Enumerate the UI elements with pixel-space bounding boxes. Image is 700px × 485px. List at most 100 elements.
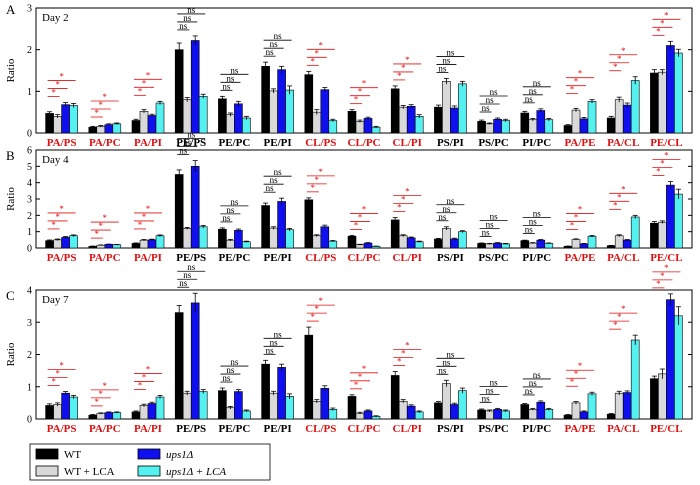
significance-mark: ns (270, 337, 279, 347)
significance-mark: ns (525, 386, 534, 396)
significance-mark: * (311, 312, 316, 322)
bar (218, 390, 227, 420)
category-label: PA/PI (134, 423, 162, 435)
bar (528, 242, 538, 249)
bar (174, 174, 184, 249)
significance-mark: * (613, 320, 618, 330)
significance-mark: * (397, 203, 402, 213)
category-label: PE/PC (219, 252, 251, 264)
bar (190, 302, 200, 420)
category-label: PA/PC (89, 137, 121, 149)
significance-mark: * (617, 54, 622, 64)
category-label: CL/PS (305, 423, 336, 435)
legend-swatch (35, 448, 59, 460)
significance-mark: * (401, 63, 406, 73)
y-tick-label: 3 (27, 195, 32, 206)
legend-label: WT (64, 449, 81, 461)
bar (528, 409, 538, 420)
category-label: CL/PC (348, 252, 381, 264)
bar (650, 378, 659, 420)
significance-mark: ns (529, 378, 538, 388)
y-tick-label: 5 (27, 162, 32, 173)
category-label: PE/PC (219, 423, 251, 435)
significance-mark: ns (490, 87, 499, 97)
category-label: PE/CL (650, 423, 682, 435)
category-label: PA/PC (89, 252, 121, 264)
category-label: PA/PI (134, 252, 162, 264)
significance-mark: ns (274, 329, 283, 339)
bar (485, 123, 494, 134)
significance-mark: ns (533, 370, 542, 380)
significance-mark: ns (446, 196, 455, 206)
bar (320, 226, 330, 249)
bar (650, 222, 659, 249)
category-group: *** CL/PS (304, 296, 338, 435)
category-group: *** CL/PS (304, 40, 338, 149)
y-tick-label: 1 (27, 382, 32, 393)
significance-mark: ns (482, 103, 491, 113)
bar (234, 391, 243, 420)
significance-mark: * (570, 220, 575, 230)
significance-mark: * (621, 184, 626, 194)
bar (674, 315, 683, 420)
significance-mark: * (146, 204, 151, 214)
bar (666, 184, 675, 249)
bar (147, 403, 157, 420)
bar (277, 201, 286, 249)
y-tick-label: 4 (27, 286, 32, 297)
bar (536, 239, 546, 249)
significance-mark: ns (486, 95, 495, 105)
legend-label: ups1Δ (166, 449, 193, 461)
bar (96, 413, 106, 420)
bar (131, 243, 141, 249)
plot-frame (35, 149, 693, 249)
significance-mark: * (138, 380, 143, 390)
significance-mark: * (656, 26, 661, 36)
significance-mark: ns (486, 385, 495, 395)
category-label: CL/PI (393, 252, 422, 264)
category-label: PE/PS (176, 423, 206, 435)
bar (69, 105, 78, 134)
category-group: *** PE/CL (650, 10, 683, 149)
bar (434, 106, 443, 134)
significance-mark: * (59, 72, 64, 82)
category-group: *** PA/CL (606, 46, 640, 149)
category-label: PA/PS (47, 137, 77, 149)
bar (190, 166, 200, 249)
significance-mark: * (574, 212, 579, 222)
category-group: *** PA/PI (131, 204, 165, 264)
significance-mark: * (55, 80, 60, 90)
bar (96, 126, 106, 134)
bar (198, 226, 208, 249)
bar (347, 235, 357, 249)
significance-mark: * (146, 364, 151, 374)
significance-mark: * (146, 70, 151, 80)
panel-title: Day 7 (42, 294, 69, 306)
bar (658, 71, 667, 134)
bar (182, 228, 192, 249)
bar (390, 88, 400, 134)
significance-mark: ns (274, 31, 283, 41)
significance-mark: * (99, 100, 104, 110)
bar (234, 230, 243, 249)
significance-mark: * (362, 204, 367, 214)
significance-mark: * (578, 361, 583, 371)
bar (477, 409, 486, 420)
category-label: CL/PI (393, 423, 422, 435)
bar (363, 118, 373, 134)
significance-mark: ns (222, 213, 231, 223)
significance-mark: * (95, 397, 100, 407)
category-label: PI/PC (522, 423, 551, 435)
bar (261, 66, 270, 134)
category-group: *** CL/PS (304, 167, 338, 264)
bar (261, 205, 270, 249)
significance-mark: ns (438, 365, 447, 375)
panel-C: C Day 7Ratio01234***PA/PS***PA/PC***PA/PI… (5, 262, 693, 435)
category-group: *** CL/PC (348, 364, 381, 435)
bar (398, 106, 408, 134)
significance-mark: * (578, 69, 583, 79)
